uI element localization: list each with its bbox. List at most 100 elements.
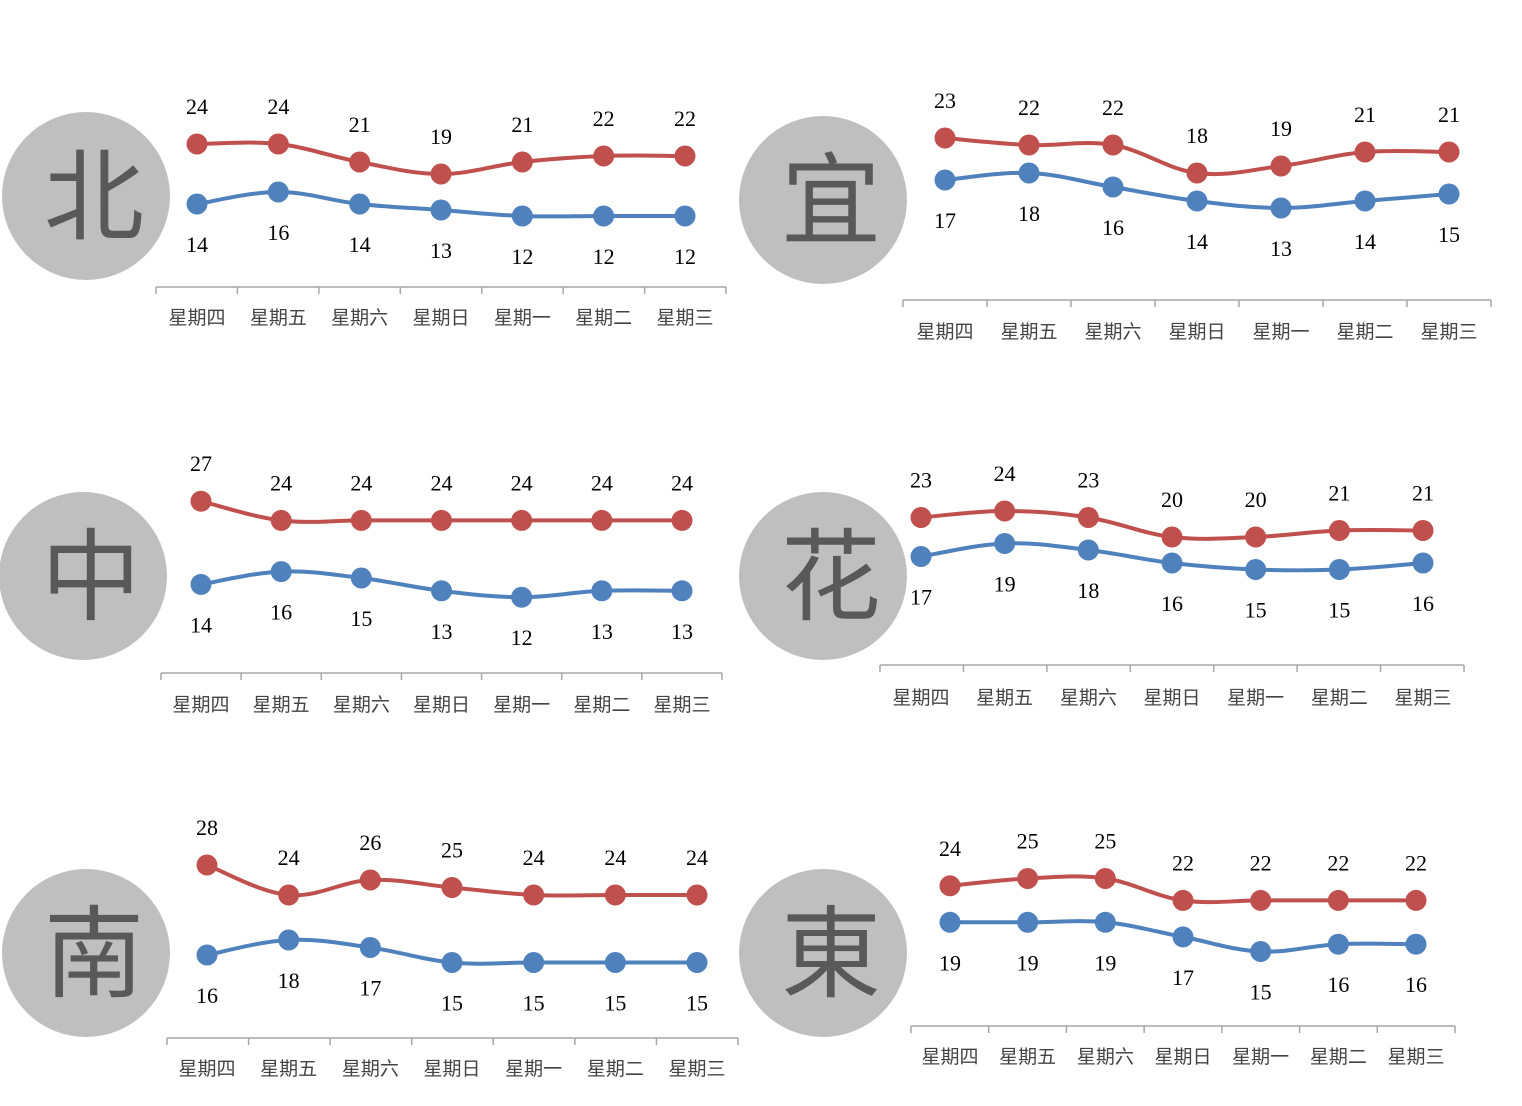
high-temp-label: 25: [1094, 829, 1116, 854]
high-temp-point: [1245, 526, 1267, 548]
high-temp-point: [591, 509, 613, 531]
low-temp-label: 15: [441, 991, 463, 1016]
low-temp-label: 17: [934, 208, 956, 233]
low-temp-point: [1354, 190, 1376, 212]
low-temp-point: [186, 193, 208, 215]
high-temp-label: 23: [934, 88, 956, 113]
tick-label: 星期六: [342, 1058, 399, 1080]
low-temp-label: 14: [190, 612, 212, 637]
low-temp-point: [349, 193, 371, 215]
high-temp-label: 24: [431, 470, 453, 495]
tick-label: 星期一: [1227, 687, 1284, 709]
low-temp-point: [511, 205, 533, 227]
low-temp-point: [270, 561, 292, 583]
low-temp-label: 19: [994, 572, 1016, 597]
tick-label: 星期五: [250, 307, 307, 329]
tick-label: 星期四: [916, 321, 973, 343]
low-temp-point: [1102, 176, 1124, 198]
high-temp-point: [1405, 889, 1427, 911]
high-temp-point: [1077, 507, 1099, 528]
tick-label: 星期一: [505, 1058, 562, 1080]
high-temp-point: [1102, 134, 1124, 156]
low-temp-point: [686, 952, 708, 973]
high-temp-label: 24: [604, 845, 626, 870]
tick-label: 星期四: [921, 1046, 978, 1068]
high-temp-label: 20: [1245, 487, 1267, 512]
low-temp-point: [1172, 926, 1194, 948]
low-temp-point: [934, 169, 956, 191]
high-temp-label: 24: [278, 845, 300, 870]
low-temp-label: 14: [186, 232, 208, 257]
high-temp-label: 19: [1270, 116, 1292, 141]
low-temp-label: 13: [1270, 236, 1292, 261]
high-temp-label: 24: [270, 470, 292, 495]
region-badge: [739, 116, 907, 284]
high-temp-point: [186, 133, 208, 155]
tick-label: 星期日: [412, 307, 469, 329]
high-temp-point: [674, 145, 696, 167]
low-temp-point: [994, 533, 1016, 554]
high-temp-label: 22: [1405, 850, 1427, 875]
high-temp-point: [349, 151, 371, 173]
high-temp-point: [1438, 141, 1460, 163]
tick-label: 星期日: [413, 694, 470, 716]
low-temp-label: 12: [593, 244, 615, 269]
high-temp-point: [671, 509, 693, 531]
high-temp-label: 22: [1018, 95, 1040, 120]
tick-label: 星期六: [1077, 1046, 1134, 1068]
low-temp-point: [1077, 539, 1099, 561]
tick-label: 星期三: [656, 307, 713, 329]
high-temp-point: [431, 509, 452, 531]
low-temp-point: [674, 205, 696, 227]
region-label: 中: [41, 519, 141, 636]
region-label: 北: [44, 139, 144, 256]
high-temp-label: 24: [671, 470, 693, 495]
region-label: 花: [781, 519, 881, 636]
high-temp-point: [267, 133, 289, 155]
region-label: 宜: [781, 143, 881, 260]
low-temp-point: [1412, 552, 1434, 574]
high-temp-point: [511, 509, 533, 531]
high-temp-point: [511, 151, 533, 173]
tick-label: 星期三: [668, 1058, 725, 1080]
tick-label: 星期五: [999, 1046, 1056, 1068]
high-temp-point: [190, 490, 212, 512]
high-temp-label: 22: [593, 106, 615, 131]
low-temp-label: 13: [591, 619, 613, 644]
tick-label: 星期一: [1252, 321, 1309, 343]
tick-label: 星期二: [573, 694, 630, 716]
low-temp-label: 16: [1412, 591, 1434, 616]
low-temp-label: 14: [1186, 229, 1208, 254]
low-temp-label: 13: [671, 619, 693, 644]
high-temp-point: [686, 884, 708, 906]
low-temp-label: 16: [196, 983, 218, 1008]
low-temp-label: 19: [939, 950, 961, 975]
tick-label: 星期六: [1084, 321, 1141, 343]
low-temp-point: [1438, 183, 1460, 205]
high-temp-point: [1161, 526, 1183, 548]
low-temp-label: 15: [523, 991, 545, 1016]
low-temp-point: [910, 546, 932, 567]
low-temp-label: 15: [1438, 222, 1460, 247]
high-temp-point: [1094, 868, 1116, 889]
low-temp-point: [1270, 197, 1292, 219]
high-temp-point: [1270, 155, 1292, 177]
high-temp-label: 20: [1161, 487, 1183, 512]
high-temp-point: [1250, 889, 1272, 911]
tick-label: 星期三: [1394, 687, 1451, 709]
low-temp-label: 15: [1245, 598, 1267, 623]
tick-label: 星期四: [892, 687, 949, 709]
region-label: 東: [781, 896, 881, 1013]
low-temp-label: 15: [350, 606, 372, 631]
tick-label: 星期三: [653, 694, 710, 716]
high-temp-label: 24: [939, 836, 961, 861]
high-temp-point: [441, 877, 463, 898]
low-temp-label: 14: [1354, 229, 1376, 254]
high-temp-label: 23: [910, 468, 932, 493]
high-temp-point: [1412, 520, 1434, 541]
low-temp-point: [1186, 190, 1208, 212]
high-temp-point: [1328, 520, 1350, 541]
low-temp-label: 17: [1172, 965, 1194, 990]
